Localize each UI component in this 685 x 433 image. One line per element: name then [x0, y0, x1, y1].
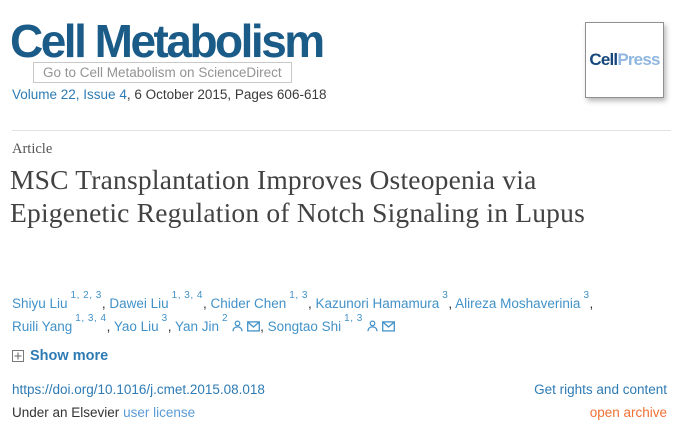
journal-logo[interactable]: Cell Metabolism [10, 15, 325, 67]
author-name: Songtao Shi [267, 319, 342, 334]
author-affiliation-sup: 1, 3 [344, 312, 363, 324]
author-link[interactable]: Songtao Shi1, 3 [267, 313, 395, 334]
author-affiliation-sup: 1, 3, 4 [171, 289, 203, 301]
author-name: Ruili Yang [12, 319, 73, 334]
author-affiliation-sup: 1, 3, 4 [75, 312, 107, 324]
doi-row: https://doi.org/10.1016/j.cmet.2015.08.0… [12, 382, 667, 397]
author-link[interactable]: Yao Liu3 [113, 313, 168, 334]
author-separator: , [106, 319, 114, 334]
author-name: Kazunori Hamamura [315, 296, 440, 311]
author-separator: , [448, 296, 456, 311]
envelope-icon[interactable] [381, 321, 395, 332]
author-link[interactable]: Alireza Moshaverinia3 [455, 290, 589, 311]
person-icon[interactable] [367, 320, 378, 332]
author-separator: , [202, 296, 211, 311]
author-separator: , [589, 296, 594, 311]
volume-issue-link[interactable]: Volume 22, Issue 4 [12, 87, 127, 102]
cellpress-logo-press: Press [617, 50, 660, 69]
author-affiliation-sup: 2 [222, 312, 229, 324]
show-more-label: Show more [30, 348, 109, 364]
author-affiliation-sup: 3 [583, 289, 590, 301]
license-text: Under an Elsevier user license [12, 405, 195, 420]
cellpress-logo-cell: Cell [589, 50, 618, 69]
get-rights-link[interactable]: Get rights and content [534, 382, 667, 397]
plus-in-box-icon [12, 350, 24, 362]
cellpress-logo[interactable]: Cell Press [585, 22, 664, 98]
author-link[interactable]: Shiyu Liu1, 2, 3 [12, 290, 102, 311]
author-affiliation-sup: 1, 2, 3 [70, 289, 102, 301]
author-link[interactable]: Ruili Yang1, 3, 4 [12, 313, 107, 334]
article-type-label: Article [12, 141, 53, 157]
author-name: Dawei Liu [109, 296, 169, 311]
journal-link-tooltip: Go to Cell Metabolism on ScienceDirect [33, 62, 292, 83]
author-link[interactable]: Kazunori Hamamura3 [315, 290, 448, 311]
open-archive-link[interactable]: open archive [589, 405, 667, 420]
author-link[interactable]: Dawei Liu1, 3, 4 [109, 290, 203, 311]
show-more-button[interactable]: Show more [12, 348, 108, 364]
author-separator: , [260, 319, 268, 334]
license-row: Under an Elsevier user license open arch… [12, 405, 667, 420]
author-name: Alireza Moshaverinia [455, 296, 581, 311]
author-separator: , [307, 296, 316, 311]
person-icon[interactable] [232, 320, 243, 332]
article-title: MSC Transplantation Improves Osteopenia … [10, 164, 585, 228]
author-name: Chider Chen [210, 296, 287, 311]
author-affiliation-sup: 1, 3 [289, 289, 308, 301]
envelope-icon[interactable] [247, 321, 261, 332]
author-list: Shiyu Liu1, 2, 3, Dawei Liu1, 3, 4, Chid… [12, 290, 674, 338]
author-separator: , [101, 296, 110, 311]
author-name: Shiyu Liu [12, 296, 68, 311]
volume-issue-line: Volume 22, Issue 4, 6 October 2015, Page… [12, 87, 326, 102]
header-divider [12, 130, 671, 131]
author-name: Yan Jin [175, 319, 220, 334]
author-link[interactable]: Yan Jin2 [175, 313, 261, 334]
author-affiliation-sup: 3 [161, 312, 168, 324]
volume-date-pages: , 6 October 2015, Pages 606-618 [126, 87, 327, 102]
license-prefix: Under an Elsevier [12, 405, 120, 420]
doi-link[interactable]: https://doi.org/10.1016/j.cmet.2015.08.0… [12, 382, 265, 397]
user-license-link[interactable]: user license [123, 405, 196, 420]
author-affiliation-sup: 3 [442, 289, 449, 301]
author-link[interactable]: Chider Chen1, 3 [210, 290, 307, 311]
author-separator: , [167, 319, 175, 334]
author-name: Yao Liu [113, 319, 159, 334]
